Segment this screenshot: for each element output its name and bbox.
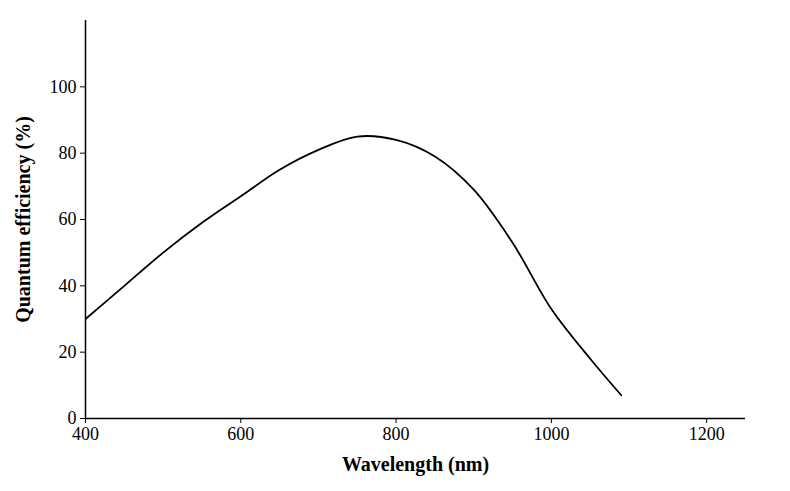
svg-text:400: 400 (72, 424, 99, 444)
svg-text:60: 60 (59, 209, 77, 229)
svg-text:100: 100 (50, 77, 77, 97)
svg-text:40: 40 (59, 276, 77, 296)
svg-text:20: 20 (59, 342, 77, 362)
svg-text:1200: 1200 (689, 424, 725, 444)
svg-text:0: 0 (67, 408, 77, 429)
svg-text:600: 600 (227, 424, 254, 444)
svg-text:80: 80 (59, 143, 77, 163)
svg-text:800: 800 (383, 424, 410, 444)
svg-text:Wavelength (nm): Wavelength (nm) (342, 453, 489, 476)
svg-text:1000: 1000 (533, 424, 569, 444)
svg-text:Quantum efficiency (%): Quantum efficiency (%) (12, 116, 35, 323)
